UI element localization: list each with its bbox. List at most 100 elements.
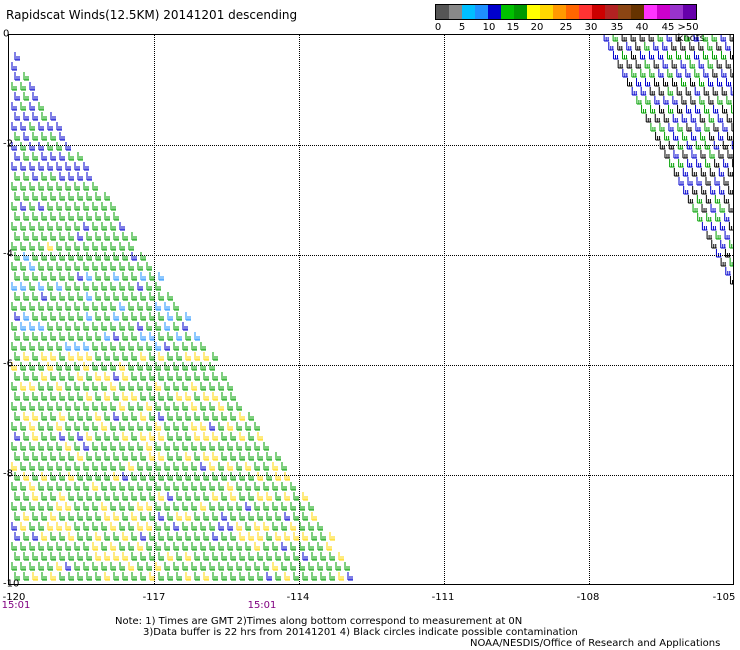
wind-barb: [95, 212, 101, 221]
wind-barb: [110, 482, 116, 491]
wind-barb: [56, 242, 62, 251]
wind-barb: [59, 492, 65, 501]
wind-barb: [263, 502, 269, 511]
wind-barb: [41, 372, 47, 381]
wind-barb: [158, 332, 164, 341]
wind-barb: [218, 422, 224, 431]
wind-barb: [702, 51, 709, 60]
wind-barb: [47, 242, 53, 251]
wind-barb: [662, 42, 668, 51]
wind-barb: [14, 452, 20, 461]
wind-barb: [47, 362, 53, 371]
wind-barb: [29, 502, 35, 511]
wind-barb: [32, 412, 38, 421]
wind-barb: [218, 442, 224, 451]
grid-line-lon: [154, 35, 155, 584]
wind-barb: [176, 412, 182, 421]
wind-barb: [146, 282, 152, 291]
wind-barb: [113, 552, 119, 561]
wind-barb: [32, 332, 38, 341]
wind-barb: [56, 402, 62, 411]
wind-barb: [140, 532, 146, 541]
wind-barb: [726, 78, 732, 87]
wind-barb: [167, 332, 173, 341]
wind-barb: [68, 252, 74, 261]
map-plot-area[interactable]: [8, 34, 734, 585]
wind-barb: [68, 152, 74, 161]
wind-barb: [158, 312, 164, 321]
wind-barb: [149, 272, 155, 281]
wind-barb: [155, 422, 161, 431]
wind-barb: [41, 392, 47, 401]
wind-barb: [146, 382, 152, 391]
wind-barb: [681, 96, 687, 105]
wind-barb: [272, 562, 278, 571]
wind-barb: [14, 152, 20, 161]
wind-barb: [676, 69, 682, 78]
wind-barb: [720, 51, 727, 60]
color-scale-label: 45: [661, 22, 675, 33]
wind-barb: [68, 172, 74, 181]
wind-barb: [248, 492, 254, 501]
wind-barb: [68, 412, 74, 421]
wind-barb: [65, 202, 71, 211]
wind-barb: [191, 442, 197, 451]
wind-barb: [658, 69, 664, 78]
wind-barb: [344, 562, 350, 571]
wind-barb: [95, 352, 101, 361]
wind-barb: [20, 382, 26, 391]
wind-barb: [122, 272, 128, 281]
color-scale-segment: [657, 5, 670, 19]
wind-barb: [131, 252, 137, 261]
wind-barb: [230, 472, 236, 481]
wind-barb: [56, 122, 62, 131]
wind-barb: [203, 472, 209, 481]
wind-barb: [14, 232, 20, 241]
wind-barb: [131, 432, 137, 441]
wind-barb: [20, 462, 26, 471]
wind-barb: [248, 432, 254, 441]
wind-barb: [639, 35, 646, 42]
wind-barb: [11, 182, 17, 191]
wind-barb: [182, 322, 188, 331]
wind-barb: [131, 572, 137, 581]
time-label: 15:01: [247, 600, 277, 611]
wind-barb: [194, 372, 200, 381]
wind-barb: [110, 402, 116, 411]
wind-barb: [65, 422, 71, 431]
wind-barb: [119, 302, 125, 311]
wind-barb: [245, 462, 251, 471]
wind-barb: [212, 392, 218, 401]
wind-barb: [14, 52, 20, 61]
wind-barb: [697, 213, 703, 222]
wind-barb: [248, 532, 254, 541]
wind-barb: [38, 302, 44, 311]
wind-barb: [29, 242, 35, 251]
color-scale-segment: [631, 5, 644, 19]
wind-barb: [293, 512, 299, 521]
wind-barb: [32, 212, 38, 221]
wind-barb: [104, 432, 110, 441]
wind-barb: [65, 282, 71, 291]
wind-barb: [320, 552, 326, 561]
wind-barb: [203, 412, 209, 421]
wind-barb: [302, 552, 308, 561]
wind-barb: [47, 402, 53, 411]
wind-barb: [639, 51, 646, 60]
wind-barb: [50, 412, 56, 421]
x-tick-label: -114: [286, 592, 310, 603]
wind-barb: [23, 292, 29, 301]
wind-barb: [122, 512, 128, 521]
wind-barb: [185, 512, 191, 521]
wind-barb: [29, 222, 35, 231]
wind-barb: [254, 422, 260, 431]
wind-barb: [20, 482, 26, 491]
wind-barb: [38, 502, 44, 511]
wind-barb: [707, 60, 714, 69]
wind-barb: [630, 35, 637, 42]
wind-barb: [158, 352, 164, 361]
wind-barb: [248, 452, 254, 461]
color-scale-segment: [683, 5, 696, 19]
wind-barb: [257, 552, 263, 561]
wind-barb: [47, 502, 53, 511]
